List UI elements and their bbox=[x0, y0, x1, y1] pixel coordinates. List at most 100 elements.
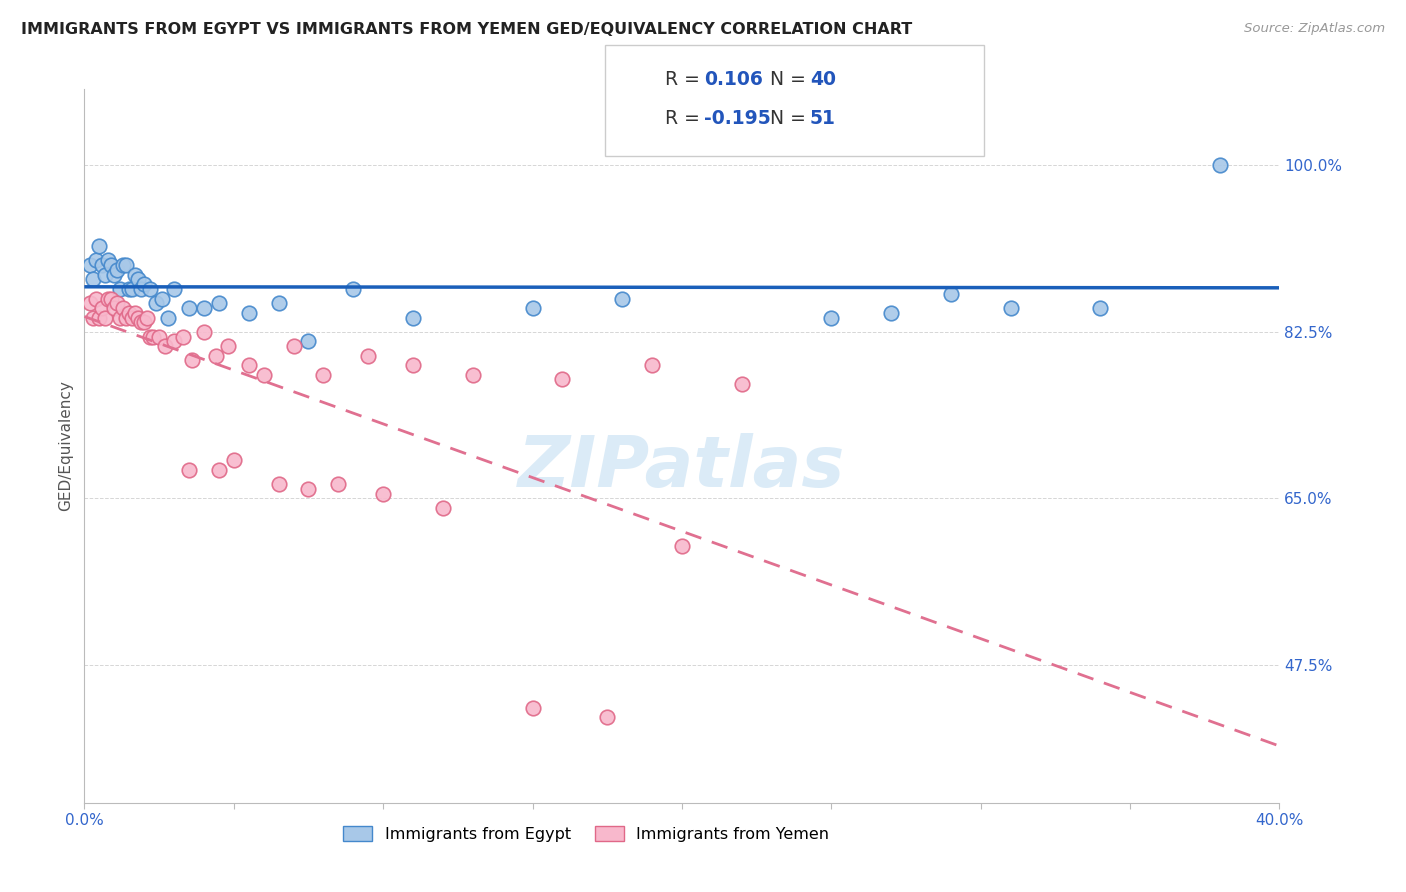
Point bbox=[596, 710, 619, 724]
Point bbox=[522, 301, 544, 315]
Point bbox=[136, 310, 159, 325]
Point bbox=[208, 463, 231, 477]
Point bbox=[118, 306, 141, 320]
Point bbox=[150, 292, 173, 306]
Point bbox=[86, 253, 108, 268]
Point bbox=[432, 500, 454, 515]
Point bbox=[103, 301, 125, 315]
Point bbox=[91, 301, 114, 315]
Point bbox=[238, 306, 260, 320]
Point bbox=[100, 292, 122, 306]
Point bbox=[177, 301, 200, 315]
Point bbox=[402, 358, 425, 372]
Point bbox=[148, 329, 170, 343]
Point bbox=[115, 310, 138, 325]
Point bbox=[86, 292, 108, 306]
Point bbox=[939, 286, 962, 301]
Point bbox=[79, 258, 101, 272]
Point bbox=[208, 296, 231, 310]
Point bbox=[100, 258, 122, 272]
Point bbox=[145, 296, 167, 310]
Text: Source: ZipAtlas.com: Source: ZipAtlas.com bbox=[1244, 22, 1385, 36]
Text: IMMIGRANTS FROM EGYPT VS IMMIGRANTS FROM YEMEN GED/EQUIVALENCY CORRELATION CHART: IMMIGRANTS FROM EGYPT VS IMMIGRANTS FROM… bbox=[21, 22, 912, 37]
Point bbox=[139, 282, 162, 296]
Point bbox=[94, 310, 117, 325]
Point bbox=[238, 358, 260, 372]
Point bbox=[118, 282, 141, 296]
Point bbox=[222, 453, 245, 467]
Point bbox=[193, 325, 215, 339]
Point bbox=[82, 310, 104, 325]
Point bbox=[153, 339, 176, 353]
Point bbox=[820, 310, 842, 325]
Point bbox=[253, 368, 276, 382]
Point bbox=[177, 463, 200, 477]
Point bbox=[181, 353, 204, 368]
Legend: Immigrants from Egypt, Immigrants from Yemen: Immigrants from Egypt, Immigrants from Y… bbox=[337, 820, 835, 848]
Point bbox=[193, 301, 215, 315]
Point bbox=[205, 349, 228, 363]
Point bbox=[79, 296, 101, 310]
Point bbox=[91, 258, 114, 272]
Point bbox=[97, 292, 120, 306]
Point bbox=[132, 315, 156, 329]
Point bbox=[142, 329, 165, 343]
Point bbox=[121, 310, 143, 325]
Point bbox=[402, 310, 425, 325]
Point bbox=[373, 486, 395, 500]
Point bbox=[115, 258, 138, 272]
Point bbox=[328, 477, 350, 491]
Point bbox=[612, 292, 634, 306]
Point bbox=[461, 368, 484, 382]
Point bbox=[97, 253, 120, 268]
Point bbox=[132, 277, 156, 292]
Point bbox=[82, 272, 104, 286]
Point bbox=[105, 296, 128, 310]
Point bbox=[163, 282, 186, 296]
Point bbox=[880, 306, 903, 320]
Point bbox=[217, 339, 239, 353]
Point bbox=[342, 282, 364, 296]
Point bbox=[112, 258, 135, 272]
Point bbox=[551, 372, 574, 386]
Text: -0.195: -0.195 bbox=[704, 109, 770, 128]
Point bbox=[89, 310, 111, 325]
Point bbox=[139, 329, 162, 343]
Point bbox=[267, 477, 290, 491]
Point bbox=[283, 339, 305, 353]
Text: 51: 51 bbox=[810, 109, 835, 128]
Point bbox=[1000, 301, 1022, 315]
Point bbox=[94, 268, 117, 282]
Point bbox=[267, 296, 290, 310]
Point bbox=[641, 358, 664, 372]
Point bbox=[1090, 301, 1112, 315]
Point bbox=[172, 329, 194, 343]
Point bbox=[121, 282, 143, 296]
Point bbox=[297, 482, 319, 496]
Point bbox=[124, 306, 146, 320]
Text: ZIPatlas: ZIPatlas bbox=[519, 433, 845, 502]
Point bbox=[105, 263, 128, 277]
Point bbox=[522, 700, 544, 714]
Point bbox=[127, 310, 149, 325]
Point bbox=[357, 349, 380, 363]
Point bbox=[731, 377, 754, 392]
Point bbox=[297, 334, 319, 349]
Point bbox=[129, 315, 152, 329]
Text: 40: 40 bbox=[810, 70, 835, 89]
Point bbox=[110, 310, 132, 325]
Point bbox=[124, 268, 146, 282]
Point bbox=[110, 282, 132, 296]
Point bbox=[89, 239, 111, 253]
Y-axis label: GED/Equivalency: GED/Equivalency bbox=[58, 381, 73, 511]
Point bbox=[163, 334, 186, 349]
Point bbox=[671, 539, 693, 553]
Text: 0.106: 0.106 bbox=[704, 70, 763, 89]
Point bbox=[103, 268, 125, 282]
Point bbox=[1209, 158, 1232, 172]
Point bbox=[127, 272, 149, 286]
Text: R =: R = bbox=[665, 70, 706, 89]
Point bbox=[157, 310, 180, 325]
Text: N =: N = bbox=[770, 109, 813, 128]
Point bbox=[112, 301, 135, 315]
